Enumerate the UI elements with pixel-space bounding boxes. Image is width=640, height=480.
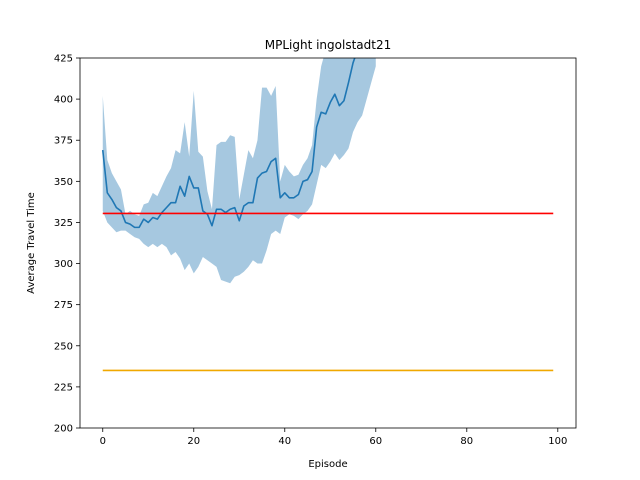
chart-title: MPLight ingolstadt21 bbox=[265, 38, 392, 52]
x-tick-label: 100 bbox=[548, 436, 567, 447]
x-tick-label: 0 bbox=[100, 436, 106, 447]
x-tick-label: 20 bbox=[187, 436, 200, 447]
plot-area bbox=[101, 58, 554, 372]
x-tick-label: 60 bbox=[369, 436, 382, 447]
y-tick-label: 275 bbox=[54, 300, 73, 311]
y-tick-label: 200 bbox=[54, 424, 73, 435]
y-tick-label: 425 bbox=[54, 54, 73, 65]
axes: 0 20 40 60 80 100 200 225 250 275 300 325 350 375 400 4… bbox=[54, 54, 577, 447]
x-tick-label: 80 bbox=[460, 436, 473, 447]
confidence-band bbox=[102, 58, 376, 284]
x-axis-label: Episode bbox=[308, 459, 347, 470]
y-tick-label: 400 bbox=[54, 95, 73, 106]
y-axis-label: Average Travel Time bbox=[26, 192, 37, 294]
mean-travel-time-line bbox=[101, 58, 356, 229]
axes-frame bbox=[79, 57, 577, 429]
y-tick-label: 325 bbox=[54, 218, 73, 229]
y-tick-label: 375 bbox=[54, 136, 73, 147]
y-tick-label: 300 bbox=[54, 259, 73, 270]
y-tick-label: 350 bbox=[54, 177, 73, 188]
x-tick-label: 40 bbox=[278, 436, 291, 447]
y-tick-label: 225 bbox=[54, 382, 73, 393]
y-tick-label: 250 bbox=[54, 341, 73, 352]
